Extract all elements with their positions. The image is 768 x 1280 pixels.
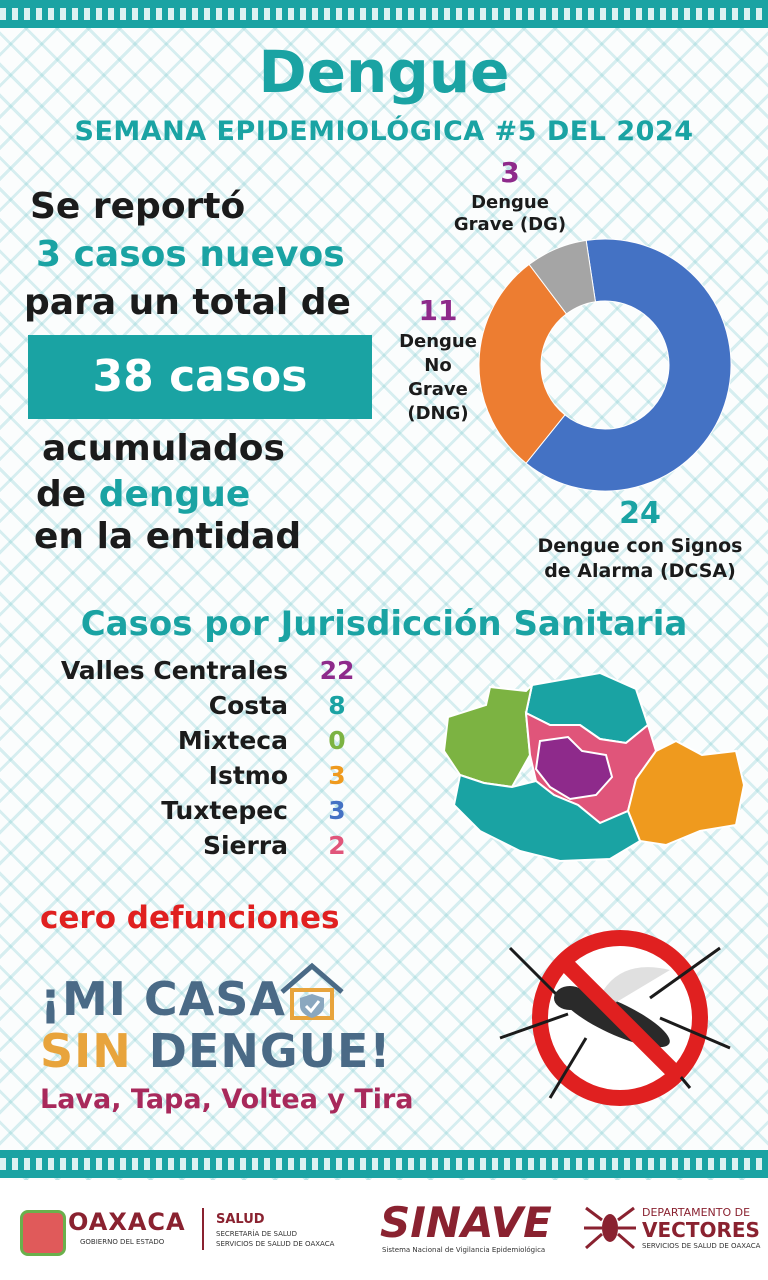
dcsa-count: 24	[619, 496, 661, 531]
footer	[0, 1180, 768, 1280]
jurisdiction-value: 22	[319, 656, 355, 685]
campaign-line-2: SIN DENGUE!	[40, 1024, 392, 1078]
campaign-line-1: ¡MI CASA	[40, 972, 286, 1026]
jurisdiction-value: 8	[328, 691, 346, 720]
top-decorative-band	[0, 0, 768, 28]
oaxaca-jurisdiction-map	[442, 671, 746, 863]
page-title: Dengue	[258, 38, 510, 106]
footer-divider	[202, 1208, 204, 1250]
jurisdiction-value: 2	[328, 831, 346, 860]
summary-new-cases: 3 casos nuevos	[36, 234, 345, 275]
salud-logo-text: SALUD	[216, 1212, 265, 1227]
jurisdiction-name: Istmo	[208, 761, 288, 790]
bottom-decorative-band	[0, 1150, 768, 1178]
jurisdiction-value: 0	[328, 726, 346, 755]
jurisdiction-name: Costa	[208, 691, 288, 720]
jurisdiction-name: Mixteca	[177, 726, 288, 755]
jurisdiction-value: 3	[328, 796, 346, 825]
oaxaca-logo-text: OAXACA	[68, 1208, 186, 1236]
slice-dng	[478, 263, 568, 464]
cases-donut-chart	[478, 238, 732, 492]
no-mosquito-icon	[499, 930, 731, 1106]
slice-dcsa	[525, 238, 732, 492]
dep-line-3: SERVICIOS DE SALUD DE OAXACA	[642, 1242, 761, 1250]
dep-line-1: DEPARTAMENTO DE	[642, 1206, 751, 1219]
map-region-costa	[452, 773, 642, 863]
slice-dg	[528, 239, 597, 315]
sinave-logo-text: SINAVE	[380, 1198, 552, 1247]
dng-label: Dengue No Grave (DNG)	[399, 331, 477, 424]
jurisdiction-value: 3	[328, 761, 346, 790]
total-cases-box: 38 casos	[28, 335, 372, 419]
summary-line-3: para un total de	[24, 282, 351, 323]
summary-line-5: de dengue	[36, 474, 251, 515]
jurisdiction-name: Sierra	[202, 831, 288, 860]
map-region-mixteca	[442, 681, 534, 789]
oaxaca-logo-sub: GOBIERNO DEL ESTADO	[80, 1238, 165, 1246]
dg-count: 3	[500, 156, 520, 189]
page-subtitle: SEMANA EPIDEMIOLÓGICA #5 DEL 2024	[74, 116, 694, 147]
map-region-istmo	[626, 739, 746, 847]
map-region-valles-centrales	[534, 735, 614, 801]
jurisdiction-heading: Casos por Jurisdicción Sanitaria	[80, 604, 688, 644]
dep-line-2: VECTORES	[642, 1218, 760, 1242]
summary-line-4: acumulados	[42, 428, 285, 469]
campaign-slogan: Lava, Tapa, Voltea y Tira	[40, 1084, 414, 1115]
mosquito-logo-icon	[584, 1206, 636, 1250]
jurisdiction-name: Valles Centrales	[60, 656, 288, 685]
sinave-sub: Sistema Nacional de Vigilancia Epidemiol…	[382, 1246, 546, 1254]
house-shield-icon	[280, 962, 344, 1020]
jurisdiction-name: Tuxtepec	[161, 796, 288, 825]
salud-sub-2: SERVICIOS DE SALUD DE OAXACA	[216, 1240, 335, 1248]
dg-label: Dengue Grave (DG)	[453, 192, 567, 235]
summary-line-6: en la entidad	[34, 516, 302, 557]
deaths-text: cero defunciones	[40, 900, 340, 936]
dng-count: 11	[418, 294, 458, 327]
oaxaca-emblem-icon	[20, 1210, 66, 1256]
dcsa-label: Dengue con Signos de Alarma (DCSA)	[537, 535, 743, 582]
summary-line-1: Se reportó	[30, 186, 246, 227]
salud-sub-1: SECRETARÍA DE SALUD	[216, 1230, 297, 1238]
